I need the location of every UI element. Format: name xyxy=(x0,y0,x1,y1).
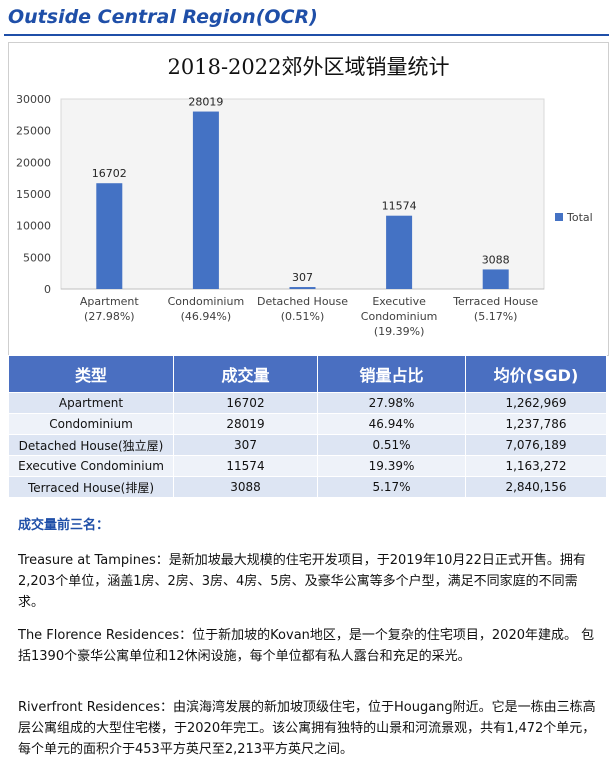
cell-type: Executive Condominium xyxy=(8,455,174,477)
y-tick-label: 20000 xyxy=(16,156,51,169)
cell-share: 27.98% xyxy=(317,392,466,414)
bar-4 xyxy=(386,215,413,289)
paragraph-treasure-at-tampines: Treasure at Tampines：是新加坡最大规模的住宅开发项目，于20… xyxy=(18,553,586,610)
y-tick-label: 5000 xyxy=(23,251,51,264)
table-row: Detached House(独立屋) 307 0.51% 7,076,189 xyxy=(8,434,607,456)
y-tick-label: 15000 xyxy=(16,188,51,201)
paragraph-riverfront-residences: Riverfront Residences：由滨海湾发展的新加坡顶级住宅，位于H… xyxy=(18,700,596,757)
bar-5 xyxy=(482,269,509,289)
cell-share: 0.51% xyxy=(317,434,466,456)
cell-volume: 28019 xyxy=(173,413,318,435)
y-tick-label: 30000 xyxy=(16,93,51,106)
y-tick-label: 25000 xyxy=(16,125,51,138)
cell-volume: 3088 xyxy=(173,476,318,498)
bar-1 xyxy=(96,183,123,289)
sales-table: 类型 成交量 销量占比 均价(SGD) Apartment 16702 27.9… xyxy=(8,355,607,498)
cell-share: 19.39% xyxy=(317,455,466,477)
cell-volume: 16702 xyxy=(173,392,318,414)
chart-canvas: 0 5000 10000 15000 20000 25000 30000 16702 Apart… xyxy=(16,93,593,338)
bar-3 xyxy=(289,287,316,289)
x-tick-label: (0.51%) xyxy=(281,310,325,323)
bar-2 xyxy=(192,111,219,290)
chart-title: 2018-2022郊外区域销量统计 xyxy=(167,55,450,79)
col-header-price: 均价(SGD) xyxy=(465,355,607,393)
cell-share: 46.94% xyxy=(317,413,466,435)
x-tick-label: (27.98%) xyxy=(84,310,135,323)
cell-price: 2,840,156 xyxy=(465,476,607,498)
bar-chart: 2018-2022郊外区域销量统计 0 5000 10000 15000 20000 25… xyxy=(8,42,609,356)
cell-price: 1,237,786 xyxy=(465,413,607,435)
cell-volume: 307 xyxy=(173,434,318,456)
table-row: Terraced House(排屋) 3088 5.17% 2,840,156 xyxy=(8,476,607,498)
cell-price: 1,262,969 xyxy=(465,392,607,414)
top3-heading: 成交量前三名： xyxy=(18,518,110,533)
title-underline xyxy=(4,34,609,36)
table-header-row: 类型 成交量 销量占比 均价(SGD) xyxy=(8,355,607,393)
x-tick-label: (19.39%) xyxy=(374,325,425,338)
col-header-type: 类型 xyxy=(8,355,174,393)
data-label: 11574 xyxy=(382,200,417,213)
cell-price: 1,163,272 xyxy=(465,455,607,477)
y-tick-label: 10000 xyxy=(16,220,51,233)
y-tick-label: 0 xyxy=(44,283,51,296)
page-title: Outside Central Region(OCR) xyxy=(8,6,318,28)
plot-area xyxy=(60,98,545,290)
cell-volume: 11574 xyxy=(173,455,318,477)
cell-share: 5.17% xyxy=(317,476,466,498)
table-row: Condominium 28019 46.94% 1,237,786 xyxy=(8,413,607,435)
x-tick-label: Condominium xyxy=(361,310,438,323)
x-tick-label: Executive xyxy=(372,295,426,308)
cell-type: Detached House(独立屋) xyxy=(8,434,174,456)
legend-label: Total xyxy=(566,211,593,224)
cell-type: Condominium xyxy=(8,413,174,435)
paragraph-florence-residences: The Florence Residences：位于新加坡的Kovan地区，是一… xyxy=(18,628,595,664)
cell-type: Terraced House(排屋) xyxy=(8,476,174,498)
data-label: 28019 xyxy=(188,96,223,109)
x-tick-label: Condominium xyxy=(168,295,245,308)
x-tick-label: Terraced House xyxy=(452,295,538,308)
x-tick-label: Detached House xyxy=(257,295,348,308)
data-label: 16702 xyxy=(92,167,127,180)
table-row: Apartment 16702 27.98% 1,262,969 xyxy=(8,392,607,414)
x-tick-label: (5.17%) xyxy=(474,310,518,323)
cell-price: 7,076,189 xyxy=(465,434,607,456)
data-label: 307 xyxy=(292,271,313,284)
x-tick-label: Apartment xyxy=(80,295,140,308)
cell-type: Apartment xyxy=(8,392,174,414)
legend-swatch xyxy=(555,213,563,221)
table-row: Executive Condominium 11574 19.39% 1,163… xyxy=(8,455,607,477)
data-label: 3088 xyxy=(482,253,510,266)
col-header-share: 销量占比 xyxy=(317,355,466,393)
x-tick-label: (46.94%) xyxy=(181,310,232,323)
col-header-volume: 成交量 xyxy=(173,355,318,393)
